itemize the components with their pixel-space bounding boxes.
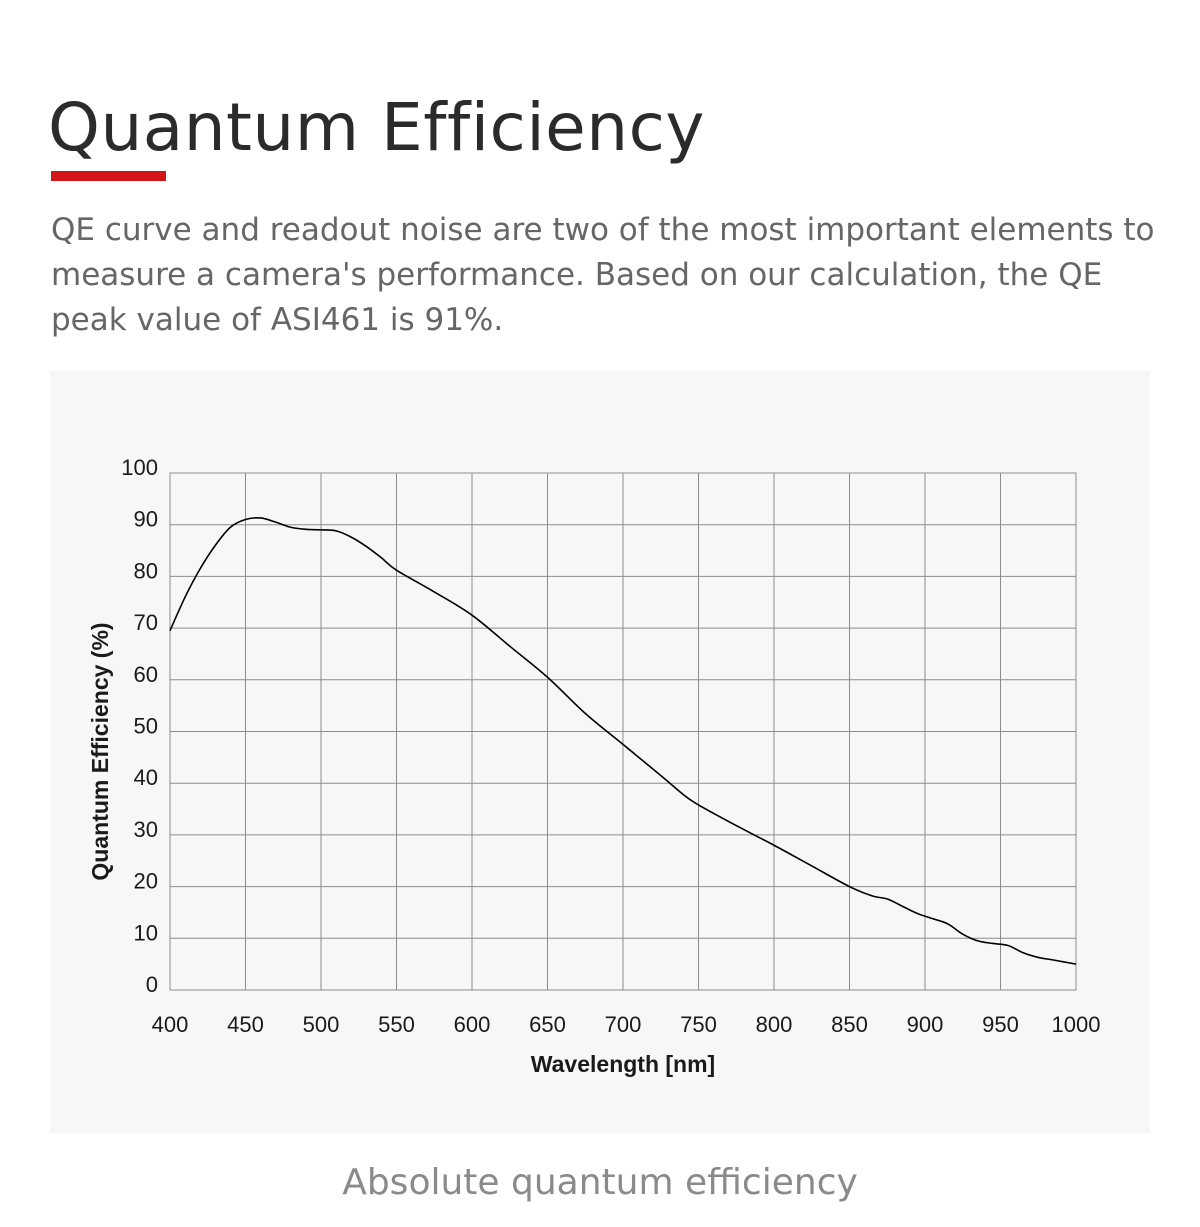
- y-tick-label: 40: [134, 765, 158, 790]
- x-tick-label: 900: [907, 1012, 944, 1037]
- x-axis-title: Wavelength [nm]: [531, 1051, 715, 1077]
- y-tick-label: 70: [134, 610, 158, 635]
- x-tick-label: 400: [152, 1012, 189, 1037]
- intro-paragraph: QE curve and readout noise are two of th…: [51, 212, 1155, 338]
- y-tick-label: 50: [134, 714, 158, 739]
- page-title: Quantum Efficiency: [48, 89, 705, 166]
- y-tick-label: 10: [134, 920, 158, 945]
- x-tick-label: 800: [756, 1012, 793, 1037]
- x-tick-label: 450: [227, 1012, 264, 1037]
- x-tick-label: 1000: [1052, 1012, 1101, 1037]
- chart-caption: Absolute quantum efficiency: [342, 1162, 858, 1203]
- plot-frame: [169, 472, 1077, 991]
- x-tick-label: 750: [680, 1012, 717, 1037]
- y-tick-label: 100: [121, 455, 158, 480]
- y-tick-label: 60: [134, 662, 158, 687]
- y-tick-label: 90: [134, 507, 158, 532]
- x-tick-label: 600: [454, 1012, 491, 1037]
- qe-chart: 400 450 500 550 600 650 700 750 800 850 900 950 1000…: [87, 455, 1101, 1077]
- y-tick-label: 80: [134, 558, 158, 583]
- y-tick-label: 20: [134, 869, 158, 894]
- x-tick-label: 850: [831, 1012, 868, 1037]
- x-tick-label: 650: [529, 1012, 566, 1037]
- chart-panel: 400 450 500 550 600 650 700 750 800 850 900 950 1000…: [50, 371, 1150, 1133]
- title-accent-bar: [51, 171, 166, 181]
- x-tick-label: 950: [982, 1012, 1019, 1037]
- x-tick-label: 550: [378, 1012, 415, 1037]
- qe-curve-line: [169, 517, 1077, 965]
- y-tick-label: 30: [134, 817, 158, 842]
- x-tick-label: 500: [303, 1012, 340, 1037]
- y-tick-label: 0: [146, 972, 158, 997]
- y-axis-title: Quantum Efficiency (%): [87, 622, 113, 880]
- x-tick-label: 700: [605, 1012, 642, 1037]
